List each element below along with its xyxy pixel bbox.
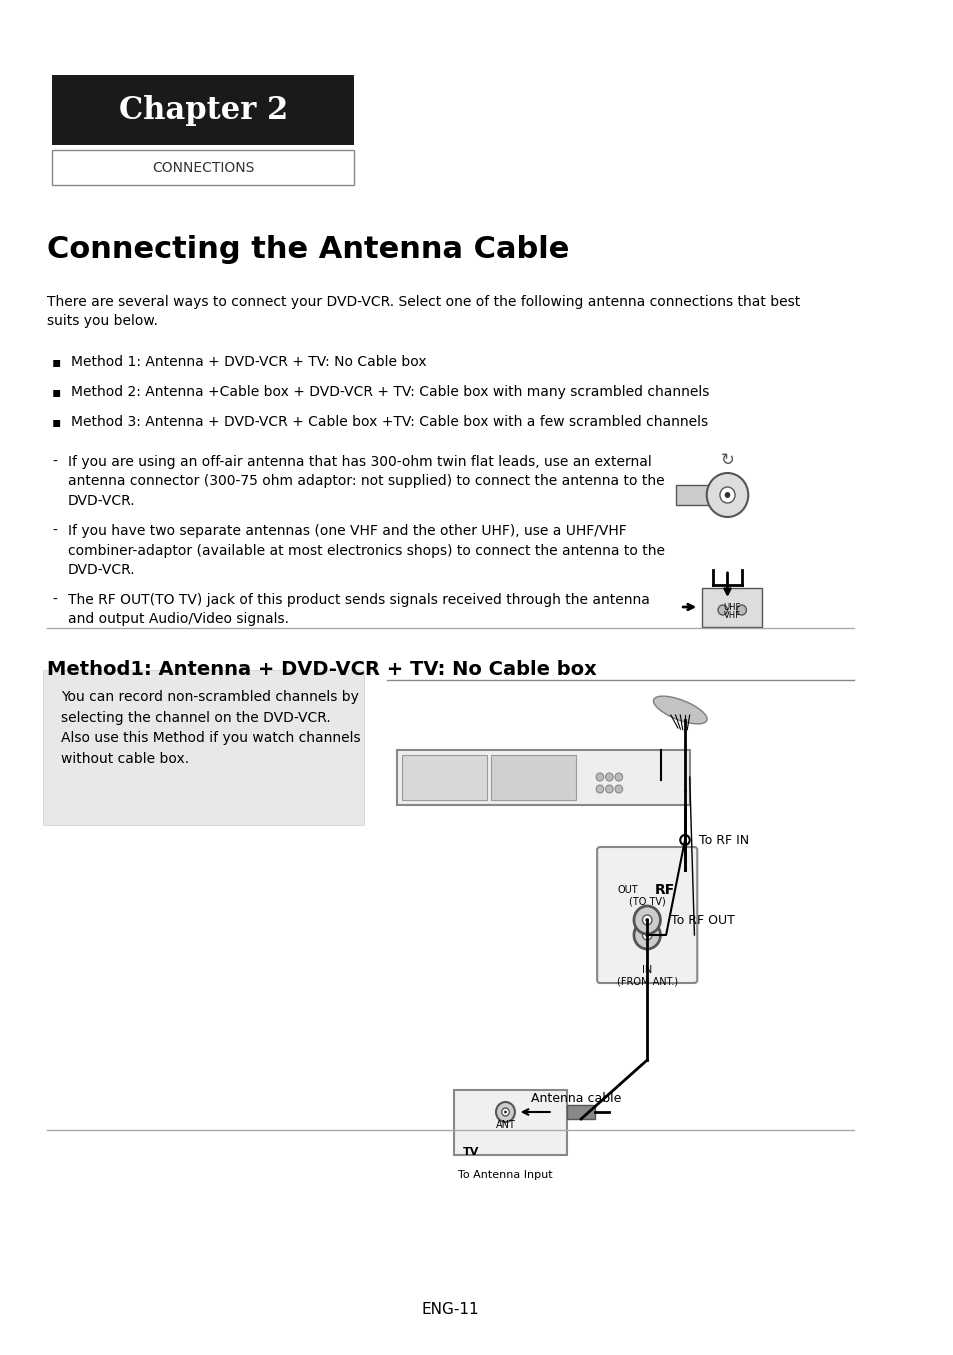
Text: (TO TV): (TO TV) (628, 897, 665, 906)
FancyBboxPatch shape (43, 669, 363, 825)
Text: ENG-11: ENG-11 (421, 1302, 479, 1317)
Circle shape (634, 921, 659, 948)
Text: CONNECTIONS: CONNECTIONS (152, 161, 254, 175)
Text: OUT: OUT (618, 885, 638, 896)
Circle shape (720, 486, 735, 503)
FancyBboxPatch shape (396, 751, 689, 805)
Text: ↻: ↻ (720, 451, 734, 469)
FancyBboxPatch shape (597, 847, 697, 982)
Circle shape (718, 604, 727, 615)
FancyBboxPatch shape (566, 1104, 595, 1119)
Text: ANT: ANT (495, 1121, 515, 1130)
Text: Connecting the Antenna Cable: Connecting the Antenna Cable (48, 234, 569, 264)
Text: VHF: VHF (723, 611, 740, 621)
Circle shape (605, 772, 613, 780)
FancyBboxPatch shape (51, 75, 354, 145)
FancyBboxPatch shape (51, 150, 354, 186)
Circle shape (724, 492, 730, 499)
Circle shape (615, 785, 622, 793)
Circle shape (736, 604, 745, 615)
Circle shape (605, 785, 613, 793)
Text: To RF IN: To RF IN (699, 833, 748, 847)
Text: -: - (51, 524, 57, 538)
Text: You can record non-scrambled channels by
selecting the channel on the DVD-VCR.
A: You can record non-scrambled channels by… (61, 690, 360, 766)
Text: To RF OUT: To RF OUT (670, 913, 734, 927)
Circle shape (644, 917, 648, 921)
Text: ▪: ▪ (51, 415, 61, 430)
Text: If you are using an off-air antenna that has 300-ohm twin flat leads, use an ext: If you are using an off-air antenna that… (68, 455, 664, 508)
Text: -: - (51, 455, 57, 469)
FancyBboxPatch shape (491, 755, 576, 799)
Circle shape (596, 772, 603, 780)
Text: Chapter 2: Chapter 2 (118, 95, 288, 126)
Text: TV: TV (462, 1146, 478, 1157)
Text: Method 2: Antenna +Cable box + DVD-VCR + TV: Cable box with many scrambled chann: Method 2: Antenna +Cable box + DVD-VCR +… (71, 385, 708, 398)
Text: Method 1: Antenna + DVD-VCR + TV: No Cable box: Method 1: Antenna + DVD-VCR + TV: No Cab… (71, 355, 426, 369)
Circle shape (496, 1102, 515, 1122)
FancyBboxPatch shape (401, 755, 486, 799)
Text: IN
(FROM ANT.): IN (FROM ANT.) (616, 965, 677, 986)
Circle shape (679, 835, 689, 846)
Circle shape (596, 785, 603, 793)
FancyBboxPatch shape (701, 588, 761, 627)
Circle shape (503, 1111, 506, 1114)
Circle shape (644, 934, 648, 938)
Circle shape (641, 915, 651, 925)
Text: Method 3: Antenna + DVD-VCR + Cable box +TV: Cable box with a few scrambled chan: Method 3: Antenna + DVD-VCR + Cable box … (71, 415, 707, 430)
Circle shape (501, 1108, 509, 1117)
Ellipse shape (653, 696, 706, 724)
Text: -: - (51, 593, 57, 607)
Text: ▪: ▪ (51, 355, 61, 369)
Text: If you have two separate antennas (one VHF and the other UHF), use a UHF/VHF
com: If you have two separate antennas (one V… (68, 524, 664, 577)
Circle shape (615, 772, 622, 780)
FancyBboxPatch shape (675, 485, 727, 505)
Circle shape (706, 473, 747, 518)
Text: There are several ways to connect your DVD-VCR. Select one of the following ante: There are several ways to connect your D… (48, 295, 800, 328)
Text: Antenna cable: Antenna cable (531, 1092, 620, 1104)
Text: The RF OUT(TO TV) jack of this product sends signals received through the antenn: The RF OUT(TO TV) jack of this product s… (68, 593, 649, 626)
FancyBboxPatch shape (453, 1089, 566, 1154)
Text: RF: RF (654, 883, 675, 897)
Text: UHF: UHF (722, 603, 740, 611)
Text: To Antenna Input: To Antenna Input (457, 1169, 552, 1180)
Text: ▪: ▪ (51, 385, 61, 398)
Text: Method1: Antenna + DVD-VCR + TV: No Cable box: Method1: Antenna + DVD-VCR + TV: No Cabl… (48, 660, 597, 679)
Circle shape (641, 930, 651, 940)
Circle shape (634, 906, 659, 934)
